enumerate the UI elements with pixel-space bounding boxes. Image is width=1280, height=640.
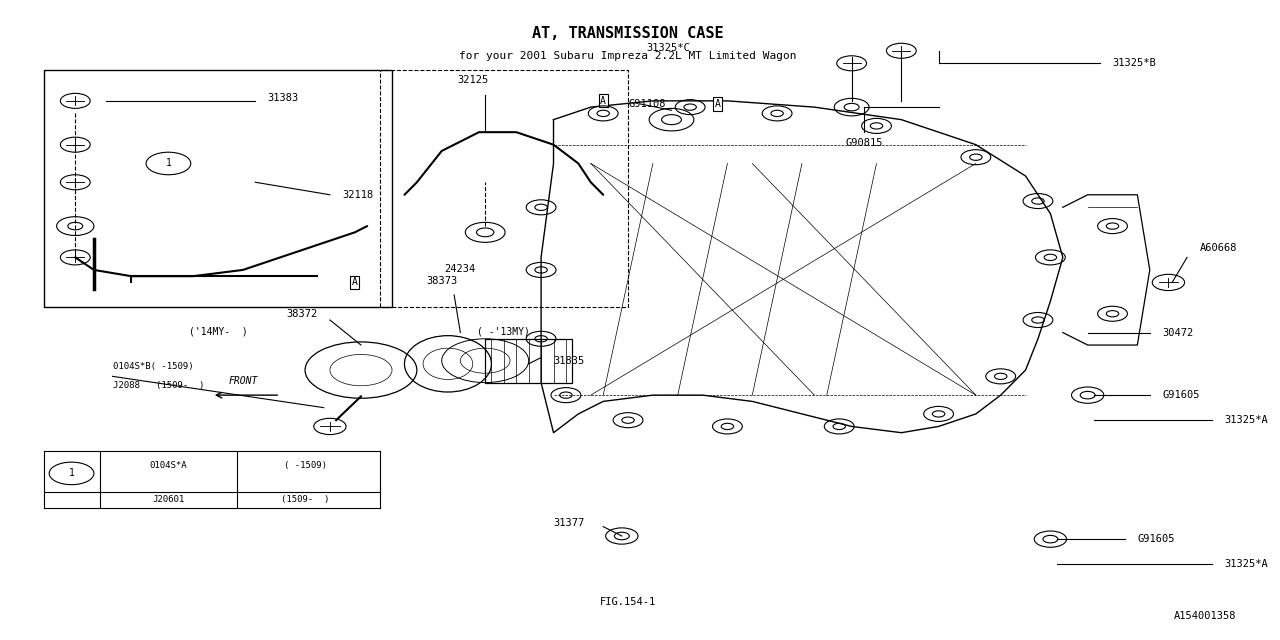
- Text: 31377: 31377: [553, 518, 585, 529]
- Text: 38373: 38373: [426, 276, 457, 285]
- Text: 31325*A: 31325*A: [1224, 415, 1268, 425]
- Text: G91605: G91605: [1138, 534, 1175, 544]
- Text: J20601: J20601: [152, 495, 184, 504]
- Text: for your 2001 Subaru Impreza 2.2L MT Limited Wagon: for your 2001 Subaru Impreza 2.2L MT Lim…: [460, 51, 796, 61]
- Text: (1509-  ): (1509- ): [280, 495, 329, 504]
- Text: 31325*A: 31325*A: [1224, 559, 1268, 569]
- Bar: [380, 70, 628, 307]
- Text: 30472: 30472: [1162, 328, 1193, 337]
- Text: 31325*C: 31325*C: [646, 43, 690, 52]
- Text: 32125: 32125: [457, 76, 489, 85]
- Text: A154001358: A154001358: [1174, 611, 1236, 621]
- Text: 32118: 32118: [342, 190, 374, 200]
- Text: AT, TRANSMISSION CASE: AT, TRANSMISSION CASE: [532, 26, 724, 41]
- Text: 1: 1: [69, 468, 74, 478]
- Text: 38372: 38372: [287, 308, 317, 319]
- Text: J2088   (1509-  ): J2088 (1509- ): [113, 381, 204, 390]
- Text: ( -'13MY): ( -'13MY): [477, 326, 530, 336]
- Text: 1: 1: [165, 159, 172, 168]
- Text: A: A: [714, 99, 721, 109]
- Text: 31835: 31835: [553, 356, 585, 365]
- Bar: [45, 70, 392, 307]
- Text: ( -1509): ( -1509): [284, 461, 326, 470]
- Text: A60668: A60668: [1199, 243, 1236, 253]
- Text: 31383: 31383: [268, 93, 300, 103]
- Text: 0104S*A: 0104S*A: [150, 461, 187, 470]
- Text: G90815: G90815: [845, 138, 883, 148]
- Text: G91108: G91108: [628, 99, 666, 109]
- Text: FIG.154-1: FIG.154-1: [600, 596, 657, 607]
- Text: 0104S*B( -1509): 0104S*B( -1509): [113, 362, 193, 371]
- Text: 31325*B: 31325*B: [1112, 58, 1156, 68]
- Text: A: A: [352, 277, 357, 287]
- Text: A: A: [600, 96, 607, 106]
- Bar: [485, 339, 572, 383]
- Text: G91605: G91605: [1162, 390, 1199, 400]
- Text: 24234: 24234: [444, 264, 476, 274]
- Text: FRONT: FRONT: [228, 376, 257, 386]
- Text: ('14MY-  ): ('14MY- ): [188, 326, 247, 336]
